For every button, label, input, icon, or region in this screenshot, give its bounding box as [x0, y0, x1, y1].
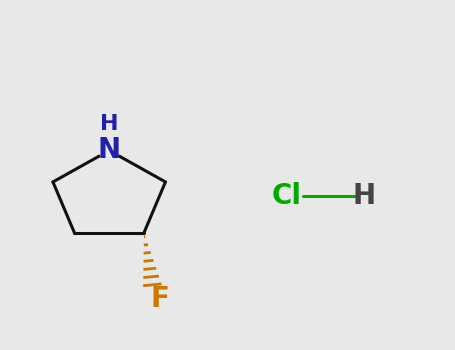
Text: H: H	[353, 182, 375, 210]
Text: H: H	[100, 114, 118, 134]
Text: N: N	[98, 136, 121, 164]
Text: Cl: Cl	[272, 182, 302, 210]
Text: F: F	[151, 285, 169, 313]
